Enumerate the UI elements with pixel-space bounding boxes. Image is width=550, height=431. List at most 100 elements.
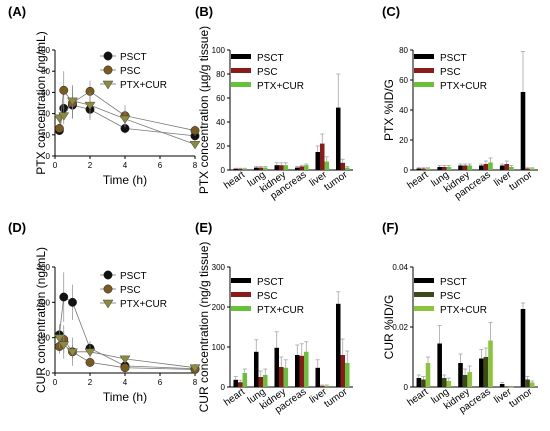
bar-psct-kidney [274, 165, 279, 170]
bar-psc-kidney [278, 165, 284, 170]
bar-ptxcur-liver [324, 385, 330, 387]
data-point [85, 357, 95, 367]
legend-marker [103, 51, 113, 61]
legend-swatch [231, 68, 251, 73]
bar-psc-liver [504, 164, 510, 170]
bar-psct-heart [416, 168, 422, 170]
legend-label: PTX+CUR [440, 305, 487, 316]
data-point [189, 364, 201, 373]
y-tick-label: 0 [46, 152, 51, 161]
bar-psct-pacreas [294, 355, 300, 387]
x-category-label: tumor [322, 386, 350, 410]
legend-label: PSC [257, 291, 278, 302]
legend-label: PSCT [440, 277, 467, 288]
bar-ptxcur-lung [446, 167, 452, 170]
panel-label: (A) [8, 4, 26, 19]
data-point [59, 85, 69, 95]
legend-marker [102, 299, 114, 309]
bar-psct-lung [253, 167, 259, 170]
y-tick-label: 200 [37, 298, 51, 307]
bar-ptxcur-heart [242, 168, 248, 170]
y-tick-label: 0.04 [392, 263, 408, 272]
bar-ptxcur-tumor [529, 168, 535, 170]
y-axis-title: CUR concentration (ng/g tissue) [197, 242, 211, 413]
legend-swatch [414, 54, 434, 59]
bar-psct-pancreas [294, 167, 300, 170]
bar-psc-pancreas [483, 164, 489, 170]
legend-marker [103, 65, 113, 75]
bar-ptxcur-lung [446, 381, 452, 387]
x-axis-title: Time (h) [103, 390, 147, 404]
y-tick-label: 0.02 [392, 323, 408, 332]
y-axis-title: CUR %ID/G [382, 295, 396, 360]
x-category-label: tumor [507, 169, 535, 193]
bar-psct-lung [437, 167, 442, 170]
y-tick-label: 300 [37, 263, 51, 272]
bar-ptxcur-heart [242, 373, 248, 387]
legend-label: PSCT [257, 277, 284, 288]
y-tick-label: 100 [212, 343, 226, 352]
bar-psct-liver [499, 384, 505, 387]
data-point [84, 348, 96, 357]
data-point [67, 348, 78, 357]
bar-psc-pacreas [483, 357, 489, 387]
data-point [190, 126, 200, 136]
legend-label: PSC [440, 291, 461, 302]
y-tick-label: 60 [41, 88, 50, 97]
data-point [119, 115, 131, 124]
y-tick-label: 0 [221, 383, 226, 392]
bar-psct-lung [253, 351, 259, 387]
bar-psc-heart [421, 379, 426, 387]
bar-psct-kidney [458, 363, 463, 387]
x-category-label: tumor [322, 169, 350, 193]
bar-ptxcur-kidney [467, 372, 472, 387]
x-tick-label: 2 [88, 378, 93, 387]
bar-ptxcur-tumor [345, 363, 350, 387]
y-tick-label: 20 [399, 136, 408, 145]
bar-psct-liver [315, 367, 320, 387]
y-tick-label: 20 [216, 142, 225, 151]
legend-swatch [414, 82, 434, 87]
legend-label: PTX+CUR [120, 299, 167, 310]
bar-ptxcur-tumor [345, 167, 350, 170]
bar-ptxcur-kidney [467, 165, 472, 170]
bar-psc-tumor [525, 168, 530, 170]
bar-psc-lung [441, 167, 447, 170]
x-category-label: tumor [507, 386, 535, 410]
y-tick-label: 60 [399, 76, 408, 85]
bar-psc-kidney [462, 165, 468, 170]
data-point [84, 101, 96, 111]
bar-psc-heart [237, 382, 243, 387]
y-tick-label: 40 [216, 118, 225, 127]
bar-psc-tumor [340, 162, 346, 170]
x-tick-label: 2 [88, 161, 93, 170]
x-tick-label: 4 [123, 161, 128, 170]
legend-marker [103, 270, 113, 280]
legend-label: PTX+CUR [257, 81, 304, 92]
data-point [54, 123, 64, 133]
bar-psct-liver [315, 152, 320, 170]
y-tick-label: 40 [399, 106, 408, 115]
legend-swatch [414, 68, 434, 73]
bar-ptxcur-tumor [529, 382, 535, 387]
bar-ptxcur-kidney [283, 165, 289, 170]
series-line-psct [58, 296, 196, 370]
x-tick-label: 6 [158, 378, 163, 387]
legend-swatch [414, 306, 434, 311]
panel-label: (C) [382, 4, 400, 19]
y-tick-label: 0 [46, 369, 51, 378]
x-category-label: heart [222, 386, 247, 408]
bar-ptxcur-liver [509, 167, 514, 170]
bar-psc-tumor [340, 355, 346, 387]
legend-marker [102, 80, 114, 90]
y-tick-label: 200 [212, 303, 226, 312]
y-tick-label: 100 [37, 334, 51, 343]
bar-ptxcur-heart [425, 168, 431, 170]
bar-psc-liver [504, 386, 510, 388]
legend-swatch [231, 306, 251, 311]
bar-psc-heart [421, 168, 426, 170]
data-point [68, 297, 77, 307]
bar-psc-liver [319, 143, 325, 170]
panel-label: (F) [382, 220, 399, 235]
bar-ptxcur-pacreas [304, 351, 309, 387]
